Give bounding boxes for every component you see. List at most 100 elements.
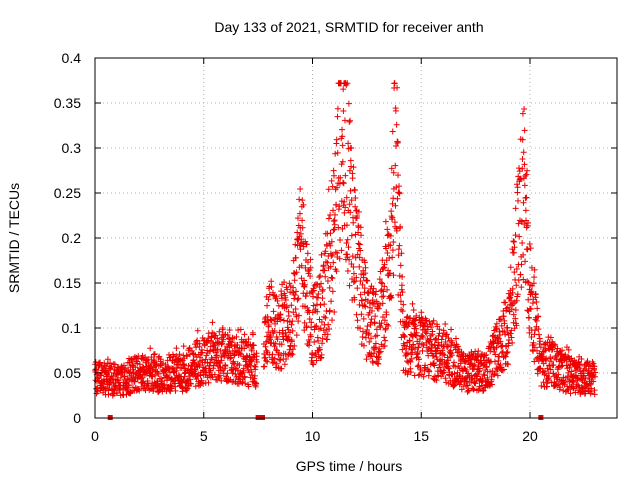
data-point [301, 277, 308, 284]
data-point [381, 283, 388, 290]
data-point [519, 240, 526, 247]
data-point [521, 182, 528, 189]
data-point [389, 214, 396, 221]
data-point [327, 263, 334, 270]
data-point [283, 355, 290, 362]
data-point [251, 372, 258, 379]
data-point [526, 240, 533, 247]
data-point [262, 343, 269, 350]
data-point [415, 372, 422, 379]
data-point [188, 347, 195, 354]
data-point [343, 194, 350, 201]
data-point [265, 321, 272, 328]
data-point [253, 380, 260, 387]
data-point [510, 249, 517, 256]
data-point [328, 177, 335, 184]
data-point [271, 327, 278, 334]
data-point [354, 317, 361, 324]
data-point [334, 149, 341, 156]
data-point [301, 319, 308, 326]
data-point [333, 201, 340, 208]
data-point [236, 362, 243, 369]
data-point [405, 350, 412, 357]
data-point [392, 107, 399, 114]
x-tick-label: 0 [91, 428, 99, 444]
data-point [372, 313, 379, 320]
data-point [350, 219, 357, 226]
data-point [378, 279, 385, 286]
data-point [206, 348, 213, 355]
data-point [253, 353, 260, 360]
data-point [318, 280, 325, 287]
data-point [426, 318, 433, 325]
data-point [293, 332, 300, 339]
data-point [535, 331, 542, 338]
data-point [288, 350, 295, 357]
data-point [248, 368, 255, 375]
data-point [362, 303, 369, 310]
data-point [134, 360, 141, 367]
data-point [147, 345, 154, 352]
data-point [172, 387, 179, 394]
data-point [280, 336, 287, 343]
y-tick-labels: 0 0.05 0.1 0.15 0.2 0.25 0.3 0.35 0.4 [54, 50, 81, 426]
data-point [355, 229, 362, 236]
data-point [409, 300, 416, 307]
data-point [114, 390, 121, 397]
data-point [197, 354, 204, 361]
data-point [367, 304, 374, 311]
data-point [385, 322, 392, 329]
data-point [325, 215, 332, 222]
data-point [283, 303, 290, 310]
data-point [280, 317, 287, 324]
data-point [378, 293, 385, 300]
data-point [359, 333, 366, 340]
data-point [393, 184, 400, 191]
data-point [423, 317, 430, 324]
data-point [271, 355, 278, 362]
data-point [344, 236, 351, 243]
data-point [150, 351, 157, 358]
data-point [288, 321, 295, 328]
data-point [347, 187, 354, 194]
data-point [276, 311, 283, 318]
data-point [375, 305, 382, 312]
data-point [358, 232, 365, 239]
data-point [228, 339, 235, 346]
data-point [111, 361, 118, 368]
data-point [269, 359, 276, 366]
data-point [293, 269, 300, 276]
data-point [242, 380, 249, 387]
data-point [345, 140, 352, 147]
data-point [322, 314, 329, 321]
data-point [350, 279, 357, 286]
data-point [296, 210, 303, 217]
data-point [233, 333, 240, 340]
data-point [329, 317, 336, 324]
data-point [516, 233, 523, 240]
x-tick-label: 15 [413, 428, 429, 444]
data-point [310, 293, 317, 300]
data-point [340, 86, 347, 93]
data-point [300, 201, 307, 208]
data-point [224, 332, 231, 339]
data-point [172, 378, 179, 385]
data-point [309, 360, 316, 367]
data-point [352, 203, 359, 210]
data-point [350, 270, 357, 277]
data-point [389, 247, 396, 254]
data-point [302, 293, 309, 300]
data-point [362, 264, 369, 271]
data-point [303, 323, 310, 330]
data-point [205, 337, 212, 344]
data-point [329, 183, 336, 190]
data-point [355, 208, 362, 215]
data-point [327, 242, 334, 249]
data-point [511, 238, 518, 245]
data-point [380, 264, 387, 271]
data-point [361, 302, 368, 309]
data-point [389, 254, 396, 261]
data-point [339, 126, 346, 133]
data-point [281, 361, 288, 368]
data-point [249, 372, 256, 379]
